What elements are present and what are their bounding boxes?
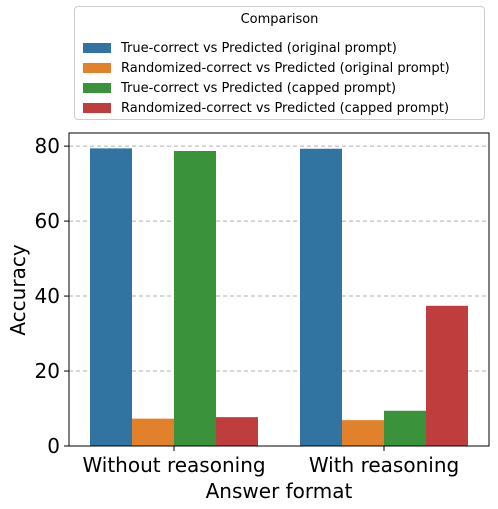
legend-label: True-correct vs Predicted (original prom…: [121, 40, 397, 56]
y-tick-label: 40: [35, 284, 60, 308]
y-tick-label: 0: [47, 434, 60, 458]
legend-item: True-correct vs Predicted (original prom…: [83, 39, 397, 57]
legend-swatch: [83, 63, 111, 73]
bars: [90, 148, 468, 447]
bar: [216, 417, 258, 446]
legend-item: Randomized-correct vs Predicted (origina…: [83, 59, 450, 77]
legend-label: Randomized-correct vs Predicted (capped …: [121, 100, 450, 116]
y-tick-label: 80: [35, 134, 60, 158]
x-tick-label: With reasoning: [309, 453, 459, 477]
bar: [342, 420, 384, 446]
x-tick-label: Without reasoning: [82, 453, 265, 477]
bar: [90, 148, 132, 446]
x-axis-ticks: Without reasoning With reasoning: [82, 446, 459, 477]
legend-swatch: [83, 43, 111, 53]
legend-swatch: [83, 83, 111, 93]
x-axis-label: Answer format: [206, 479, 353, 503]
y-tick-label: 60: [35, 209, 60, 233]
legend: Comparison True-correct vs Predicted (or…: [74, 6, 485, 120]
bar: [300, 148, 342, 446]
y-axis-label: Accuracy: [6, 244, 30, 335]
y-tick-label: 20: [35, 359, 60, 383]
legend-swatch: [83, 103, 111, 113]
bar: [132, 418, 174, 446]
plot-frame: [68, 132, 490, 447]
legend-item: True-correct vs Predicted (capped prompt…: [83, 79, 396, 97]
legend-title: Comparison: [240, 12, 319, 27]
bar: [174, 150, 216, 447]
legend-label: True-correct vs Predicted (capped prompt…: [121, 80, 397, 96]
y-axis-ticks: 0 20 40 60 80: [35, 134, 69, 458]
bar: [384, 410, 426, 446]
legend-label: Randomized-correct vs Predicted (origina…: [121, 60, 450, 76]
gridlines: [69, 145, 489, 372]
bar: [426, 305, 468, 446]
legend-item: Randomized-correct vs Predicted (capped …: [83, 99, 449, 117]
